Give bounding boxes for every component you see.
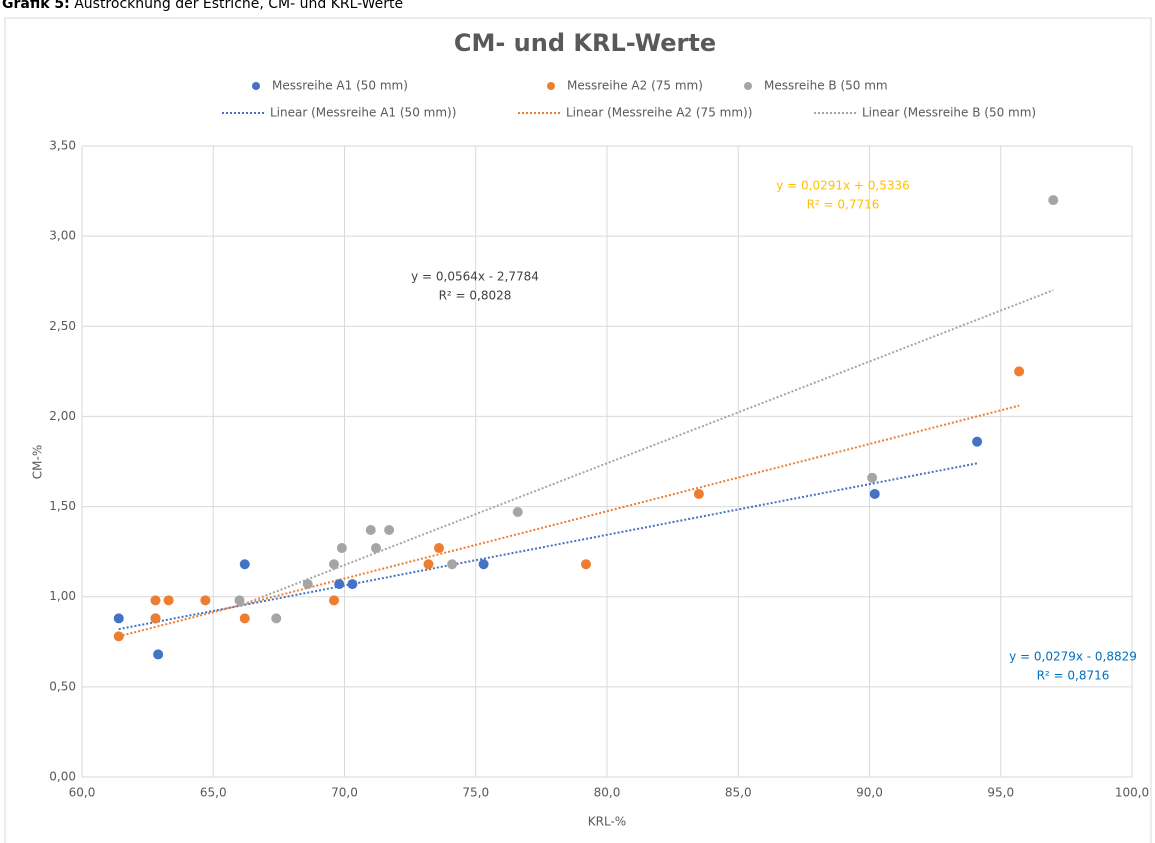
trend-equation: y = 0,0279x - 0,8829 [1009, 650, 1137, 664]
caption: Grafik 5: Austrocknung der Estriche, CM-… [2, 0, 403, 12]
y-tick-label: 0,00 [49, 770, 76, 784]
trendline [118, 404, 1020, 638]
legend-marker [252, 82, 260, 90]
point [271, 613, 282, 624]
trend-equation: y = 0,0291x + 0,5336 [776, 179, 910, 193]
trend-equation: R² = 0,7716 [807, 198, 880, 212]
point [1014, 366, 1025, 377]
point [334, 579, 345, 590]
point [512, 506, 523, 517]
point [693, 488, 704, 499]
point [113, 613, 124, 624]
point [1048, 195, 1059, 206]
legend-label: Messreihe B (50 mm [764, 79, 888, 93]
y-tick-label: 0,50 [49, 679, 76, 693]
chart-frame [4, 17, 1152, 843]
point [869, 488, 880, 499]
point [371, 543, 381, 554]
x-tick-label: 90,0 [856, 786, 883, 800]
chart-title: CM- und KRL-Werte [454, 29, 716, 57]
trend-equation: y = 0,0564x - 2,7784 [411, 270, 539, 284]
point [972, 436, 983, 447]
point [234, 595, 245, 606]
x-tick-label: 65,0 [200, 786, 227, 800]
y-tick-label: 2,00 [49, 409, 76, 423]
point [423, 559, 434, 570]
caption-label: Grafik 5: [2, 0, 70, 12]
legend-label: Linear (Messreihe A1 (50 mm)) [270, 106, 456, 120]
legend-label: Messreihe A1 (50 mm) [272, 79, 408, 93]
legend-label: Linear (Messreihe B (50 mm) [862, 106, 1036, 120]
point [336, 543, 347, 554]
point [478, 559, 489, 570]
x-tick-label: 60,0 [69, 786, 96, 800]
y-tick-label: 1,00 [49, 589, 76, 603]
x-tick-label: 85,0 [725, 786, 752, 800]
point [150, 613, 161, 624]
point [434, 543, 444, 554]
point [384, 525, 395, 536]
point [329, 595, 339, 606]
legend-label: Linear (Messreihe A2 (75 mm)) [566, 106, 752, 120]
trend-equation: R² = 0,8716 [1037, 669, 1110, 683]
x-tick-label: 80,0 [594, 786, 621, 800]
y-axis-label: CM-% [31, 445, 45, 479]
point [163, 595, 174, 606]
x-tick-label: 100,0 [1115, 786, 1149, 800]
point [867, 472, 878, 483]
legend-marker [547, 82, 555, 90]
point [153, 649, 164, 660]
x-tick-label: 95,0 [987, 786, 1014, 800]
y-tick-label: 3,50 [49, 139, 76, 153]
y-tick-label: 3,00 [49, 229, 76, 243]
legend-label: Messreihe A2 (75 mm) [567, 79, 703, 93]
point [329, 559, 339, 570]
point [113, 631, 124, 642]
point [365, 525, 376, 536]
point [302, 579, 313, 590]
x-axis-label: KRL-% [588, 815, 626, 829]
point [447, 559, 458, 570]
trendline [239, 289, 1054, 607]
point [347, 579, 358, 590]
point [581, 559, 591, 570]
point [200, 595, 211, 606]
trendline [118, 462, 978, 631]
point [239, 613, 250, 624]
trend-equation: R² = 0,8028 [439, 289, 512, 303]
caption-text: Austrocknung der Estriche, CM- und KRL-W… [74, 0, 404, 12]
point [150, 595, 161, 606]
y-tick-label: 2,50 [49, 319, 76, 333]
x-tick-label: 75,0 [462, 786, 489, 800]
point [239, 559, 250, 570]
legend-marker [744, 82, 752, 90]
x-tick-label: 70,0 [331, 786, 358, 800]
y-tick-label: 1,50 [49, 499, 76, 513]
